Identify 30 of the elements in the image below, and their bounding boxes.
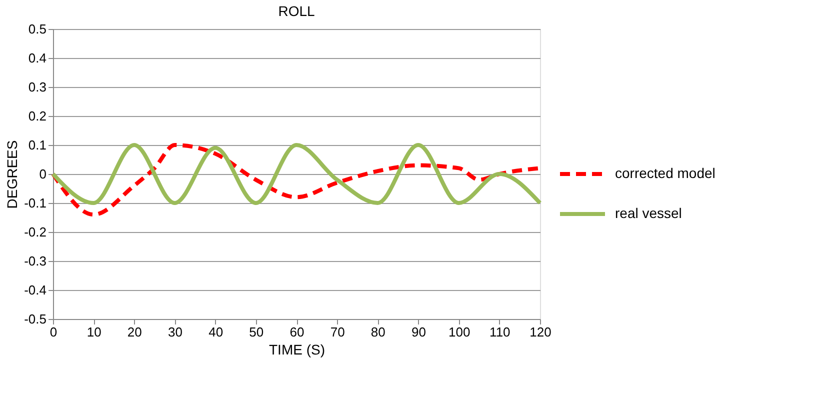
y-tick-label: 0 bbox=[39, 166, 46, 182]
y-tick-label: 0.3 bbox=[28, 80, 46, 94]
x-tick-label: 100 bbox=[448, 324, 470, 340]
x-tick-label: 30 bbox=[168, 324, 182, 340]
y-tick-label: -0.5 bbox=[24, 312, 46, 326]
line-series bbox=[51, 143, 542, 205]
x-tick-label: 10 bbox=[86, 324, 102, 340]
x-tick-label: 50 bbox=[249, 324, 264, 340]
x-tick-label: 40 bbox=[208, 324, 224, 340]
y-tick-label: 0.5 bbox=[28, 22, 46, 36]
legend-label: real vessel bbox=[615, 205, 682, 221]
x-tick-label: 80 bbox=[370, 324, 386, 340]
x-tick-label: 20 bbox=[127, 324, 142, 340]
x-tick-label: 0 bbox=[50, 324, 58, 340]
y-tick-label: -0.2 bbox=[24, 224, 46, 240]
y-tick-label: -0.3 bbox=[24, 254, 46, 268]
y-tick-label: 0.2 bbox=[28, 108, 46, 124]
x-tick-label: 110 bbox=[490, 324, 510, 340]
x-tick-label: 90 bbox=[412, 324, 426, 340]
y-tick-label: 0.4 bbox=[28, 50, 46, 66]
y-tick-label: -0.1 bbox=[24, 196, 46, 210]
x-tick-label: 70 bbox=[330, 324, 345, 340]
x-axis-title: TIME (S) bbox=[269, 342, 325, 358]
legend-label: corrected model bbox=[615, 165, 716, 181]
y-tick-label: 0.1 bbox=[28, 138, 46, 152]
y-tick-label: -0.4 bbox=[24, 282, 46, 298]
x-tick-label: 120 bbox=[530, 324, 552, 340]
y-axis-title: DEGREES bbox=[4, 140, 20, 209]
x-tick-label: 60 bbox=[290, 324, 304, 340]
chart-title: ROLL bbox=[278, 3, 315, 19]
